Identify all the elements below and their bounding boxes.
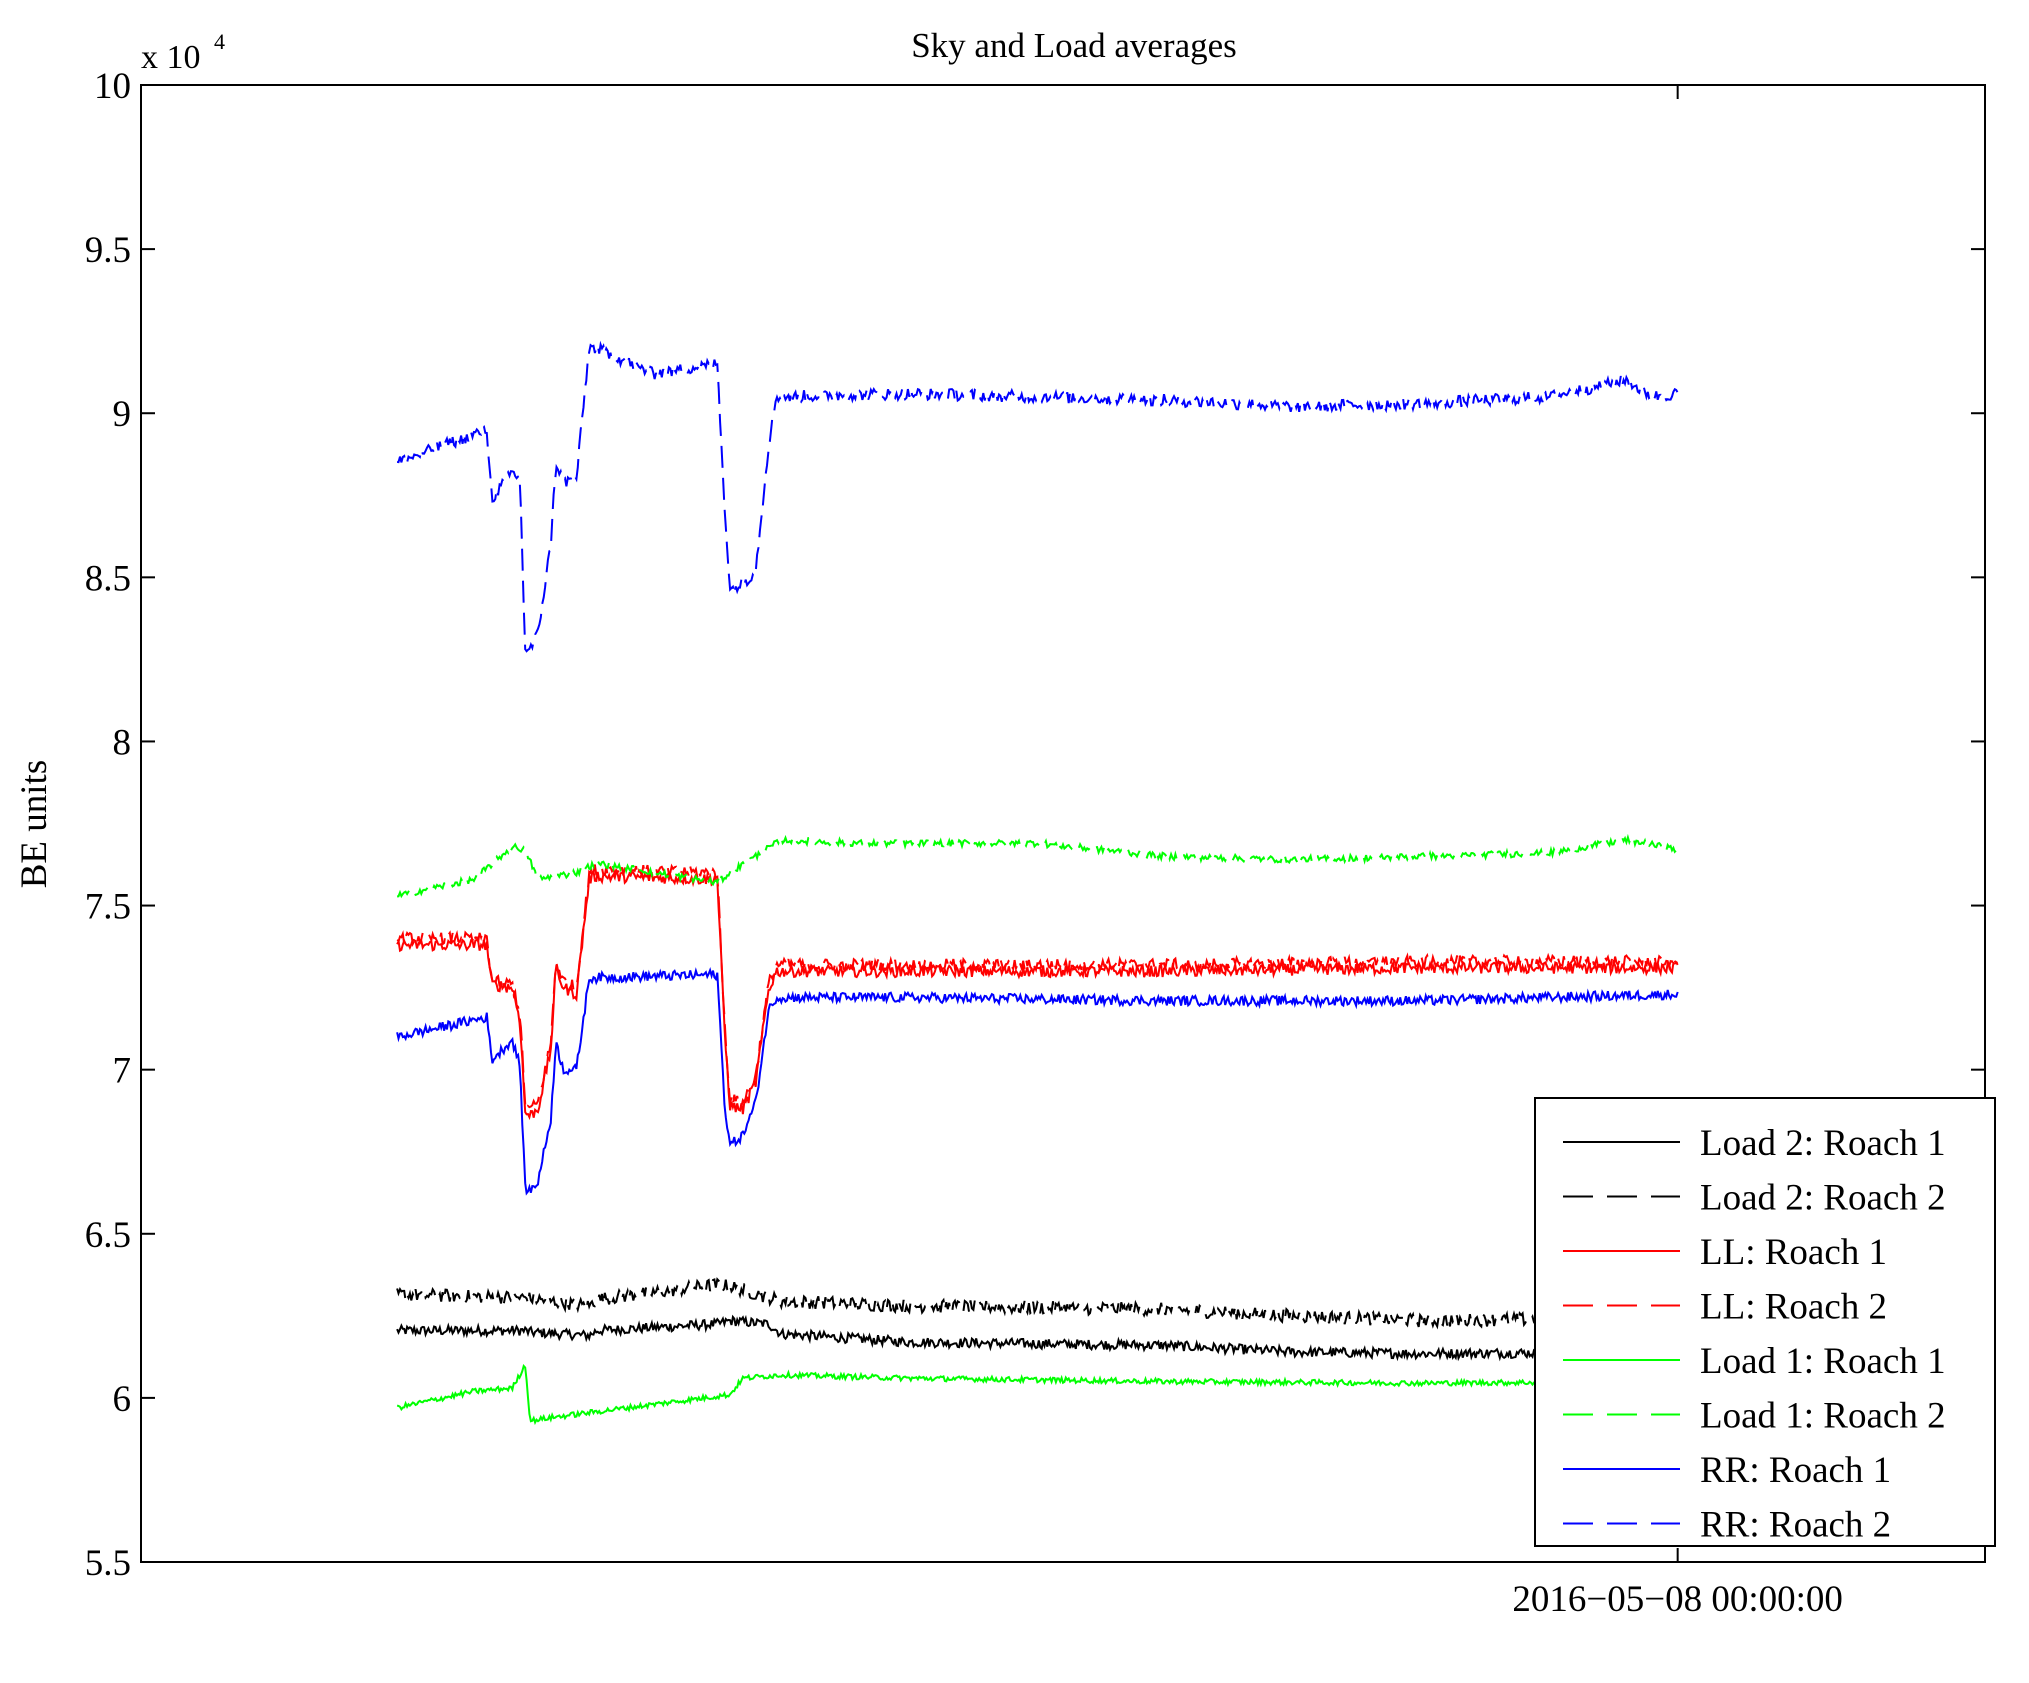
- legend-label: Load 1: Roach 1: [1700, 1341, 1946, 1382]
- y-tick-label: 9: [113, 394, 132, 435]
- series-load-1-roach-1: [396, 1364, 1679, 1426]
- chart-title: Sky and Load averages: [911, 26, 1237, 65]
- series-load-2-roach-1: [396, 1314, 1679, 1362]
- legend: Load 2: Roach 1 Load 2: Roach 2 LL: Roach …: [1534, 1097, 1996, 1547]
- y-tick-label: 9.5: [85, 230, 131, 271]
- series-ll-roach-2: [396, 861, 1679, 1114]
- y-tick-label: 8.5: [85, 558, 131, 599]
- y-tick-label: 5.5: [85, 1543, 131, 1584]
- x-axis: 2016−05−08 00:00:00: [1512, 85, 1843, 1620]
- series-rr-roach-1: [396, 966, 1679, 1196]
- y-axis: 5.5 6 6.5 7 7.5 8 8.5 9 9.5 10: [85, 66, 1985, 1584]
- series-rr-roach-2: [396, 340, 1679, 653]
- y-tick-label: 10: [94, 66, 131, 107]
- legend-box: [1534, 1097, 1996, 1547]
- y-exponent-prefix: x 10: [141, 39, 201, 76]
- series-layer: [396, 340, 1679, 1426]
- legend-label: LL: Roach 1: [1700, 1232, 1887, 1273]
- legend-label: LL: Roach 2: [1700, 1287, 1887, 1328]
- x-tick-label: 2016−05−08 00:00:00: [1512, 1579, 1843, 1620]
- y-tick-label: 7: [113, 1051, 132, 1092]
- y-tick-label: 8: [113, 722, 132, 763]
- y-axis-label: BE units: [14, 760, 55, 889]
- legend-label: RR: Roach 2: [1700, 1505, 1891, 1546]
- y-exponent: x 10 4: [141, 29, 225, 76]
- y-exponent-power: 4: [214, 29, 225, 54]
- legend-label: RR: Roach 1: [1700, 1450, 1891, 1491]
- legend-label: Load 1: Roach 2: [1700, 1396, 1946, 1437]
- y-tick-label: 6.5: [85, 1215, 131, 1256]
- y-tick-label: 6: [113, 1379, 132, 1420]
- legend-label: Load 2: Roach 1: [1700, 1123, 1946, 1164]
- series-load-2-roach-2: [396, 1277, 1679, 1330]
- series-load-1-roach-2: [396, 833, 1679, 899]
- y-tick-label: 7.5: [85, 887, 131, 928]
- legend-label: Load 2: Roach 2: [1700, 1178, 1946, 1219]
